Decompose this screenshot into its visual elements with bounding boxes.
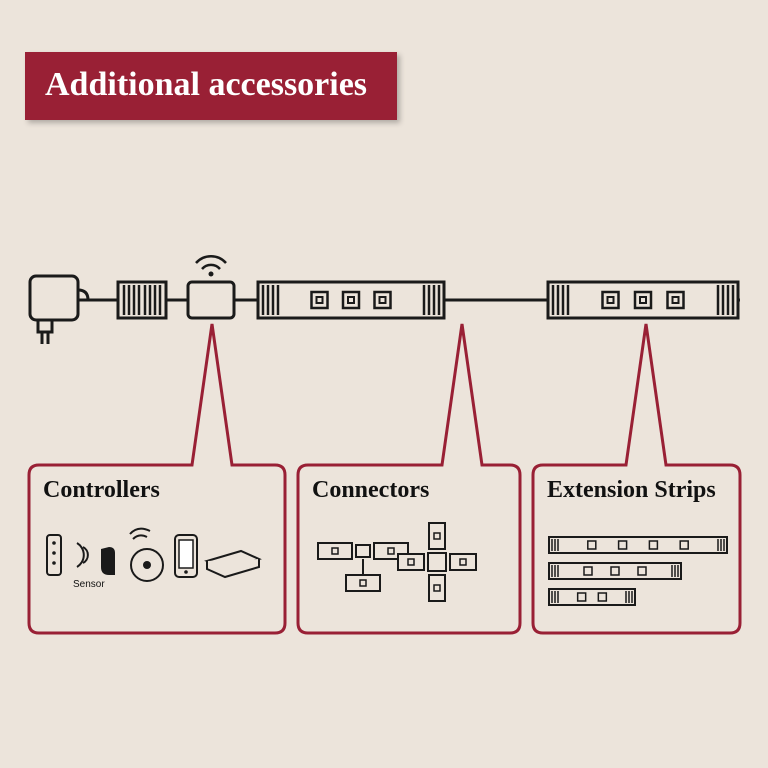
sensor-sublabel: Sensor [73, 579, 105, 590]
cross-connector-icon [428, 553, 446, 571]
callout-label-extension: Extension Strips [547, 477, 716, 504]
callout-label-connectors: Connectors [312, 477, 429, 504]
extension-strip-icon [549, 537, 727, 553]
straight-connector-icon [356, 545, 370, 557]
diagram-canvas [0, 0, 768, 768]
sensor-hand-icon [101, 547, 115, 575]
led-chain [30, 256, 740, 344]
extension-strip-icon [549, 589, 635, 605]
remote-icon [47, 535, 61, 575]
callout-label-controllers: Controllers [43, 477, 160, 504]
